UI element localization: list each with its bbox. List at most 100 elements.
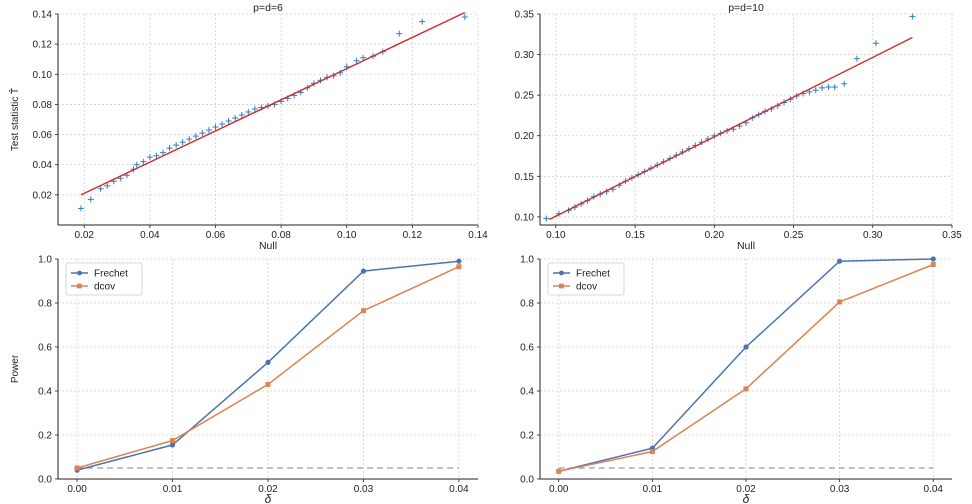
x-tick-label: 0.00	[549, 484, 569, 495]
x-tick-label: 0.03	[354, 484, 374, 495]
qq-point	[853, 55, 860, 62]
qq-point	[825, 84, 832, 91]
legend-marker-frechet	[77, 270, 82, 276]
y-tick-label: 0.30	[515, 50, 535, 61]
x-tick-label: 0.14	[468, 230, 488, 241]
x-tick-label: 0.01	[643, 484, 663, 495]
qq-point	[819, 84, 826, 91]
qq-point	[160, 149, 166, 156]
series-point-frechet	[837, 258, 843, 264]
series-point-frechet	[360, 268, 367, 274]
x-tick-label: 0.30	[863, 230, 883, 241]
qq-reference-line	[80, 11, 466, 196]
qq-reference-line	[549, 36, 913, 220]
qq-point	[133, 161, 140, 168]
qq-point	[140, 158, 147, 165]
y-tick-label: 0.35	[515, 10, 535, 21]
x-tick-label: 0.12	[403, 230, 423, 241]
y-tick-label: 0.10	[515, 212, 535, 223]
x-tick-label: 0.35	[942, 230, 962, 241]
legend: Frechet dcov	[65, 262, 143, 296]
qq-plot-p10: 0.10 0.15 0.20 0.25 0.30 0.35 0.10 0.15 0.20 0.25…	[515, 2, 963, 252]
y-tick-label: 0.25	[515, 91, 535, 102]
legend-label-dcov: dcov	[576, 282, 597, 293]
x-axis-label: Null	[737, 240, 755, 252]
y-tick-label: 0.02	[33, 190, 53, 201]
x-tick-label: 0.04	[924, 484, 944, 495]
y-tick-label: 0.04	[33, 160, 53, 171]
series-point-frechet	[265, 359, 271, 365]
qq-point	[812, 87, 819, 94]
legend-marker-frechet	[559, 270, 564, 276]
power-plot-right: 0.00 0.01 0.02 0.03 0.04 0.0 0.2 0.4 0.6 0.8 1.0 δ F…	[520, 255, 952, 504]
series-point-dcov	[74, 465, 80, 471]
series-point-dcov	[556, 468, 562, 474]
qq-point	[212, 124, 219, 131]
series-point-frechet	[743, 344, 749, 350]
y-tick-label: 0.0	[520, 475, 534, 486]
x-tick-label: 0.08	[271, 230, 291, 241]
qq-point	[205, 127, 212, 134]
y-tick-label: 0.10	[33, 70, 53, 81]
series-point-dcov	[930, 262, 936, 267]
y-tick-label: 0.15	[515, 172, 535, 183]
qq-point	[831, 84, 838, 91]
x-tick-label: 0.03	[830, 484, 850, 495]
qq-point	[192, 133, 199, 140]
y-tick-label: 1.0	[38, 255, 52, 266]
qq-point	[146, 154, 153, 161]
y-tick-label: 0.0	[38, 475, 52, 486]
qq-point	[419, 18, 426, 25]
power-plot-left: 0.00 0.01 0.02 0.03 0.04 0.0 0.2 0.4 0.6 0.8 1.0 δ P…	[10, 255, 478, 504]
qq-point	[104, 182, 111, 189]
y-tick-label: 0.4	[38, 387, 52, 398]
x-tick-label: 0.10	[546, 230, 566, 241]
y-tick-label: 0.08	[33, 100, 53, 111]
legend: Frechet dcov	[547, 262, 625, 296]
series-point-frechet	[930, 256, 936, 262]
x-tick-label: 0.01	[163, 484, 183, 495]
series-point-frechet	[169, 442, 176, 448]
qq-point	[909, 13, 916, 20]
y-tick-label: 0.2	[520, 431, 534, 442]
legend-marker-dcov	[559, 283, 564, 289]
x-tick-label: 0.04	[449, 484, 469, 495]
legend-marker-dcov	[77, 283, 82, 289]
y-tick-label: 0.20	[515, 131, 535, 142]
x-tick-label: 0.06	[206, 230, 226, 241]
x-axis-label: δ	[265, 492, 272, 504]
qq-point	[543, 215, 550, 222]
series-point-frechet	[456, 258, 462, 264]
x-tick-label: 0.04	[140, 230, 160, 241]
legend-box	[65, 262, 143, 296]
y-tick-label: 1.0	[520, 255, 534, 266]
chart-title: p=d=10	[728, 2, 764, 14]
series-point-dcov	[170, 438, 176, 443]
series-point-dcov	[649, 449, 655, 454]
y-axis-label: Power	[10, 354, 21, 383]
y-tick-label: 0.12	[33, 40, 53, 51]
x-axis-label: Null	[259, 240, 277, 252]
qq-point	[173, 142, 180, 149]
series-point-dcov	[743, 386, 749, 392]
qq-point	[353, 57, 360, 64]
y-tick-label: 0.6	[38, 343, 52, 354]
x-tick-label: 0.00	[67, 484, 87, 495]
chart-title: p=d=6	[253, 2, 283, 14]
qq-point	[87, 196, 94, 203]
qq-point	[461, 14, 468, 21]
series-point-dcov	[456, 264, 462, 270]
qq-point	[396, 30, 403, 37]
qq-point	[179, 139, 186, 146]
series-point-dcov	[360, 308, 366, 314]
x-axis-label: δ	[743, 492, 750, 504]
series-point-dcov	[837, 299, 843, 305]
qq-point	[219, 121, 226, 128]
qq-point	[251, 105, 258, 112]
qq-point	[232, 114, 239, 121]
qq-plot-p6: 0.02 0.04 0.06 0.08 0.10 0.12 0.14 0.02 0.04 0.06…	[7, 2, 488, 252]
qq-point	[166, 145, 173, 152]
y-tick-label: 0.8	[38, 299, 52, 310]
qq-point	[841, 80, 848, 87]
